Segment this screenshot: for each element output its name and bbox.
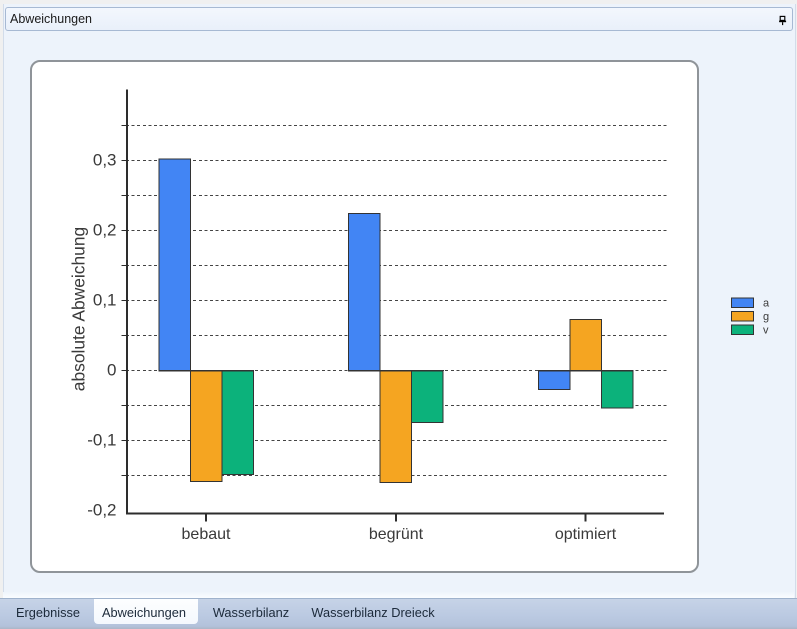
svg-text:0,1: 0,1 bbox=[93, 291, 117, 310]
svg-text:v: v bbox=[763, 325, 769, 337]
svg-text:g: g bbox=[763, 311, 769, 323]
svg-text:0: 0 bbox=[107, 361, 116, 380]
svg-text:optimiert: optimiert bbox=[555, 526, 617, 543]
svg-text:0,2: 0,2 bbox=[93, 221, 117, 240]
svg-text:0,3: 0,3 bbox=[93, 151, 117, 170]
svg-text:a: a bbox=[763, 298, 770, 310]
svg-text:begrünt: begrünt bbox=[369, 526, 424, 543]
svg-text:-0,2: -0,2 bbox=[87, 501, 116, 520]
svg-text:-0,1: -0,1 bbox=[87, 431, 116, 450]
svg-text:absolute Abweichung: absolute Abweichung bbox=[69, 227, 89, 391]
svg-text:bebaut: bebaut bbox=[182, 526, 231, 543]
